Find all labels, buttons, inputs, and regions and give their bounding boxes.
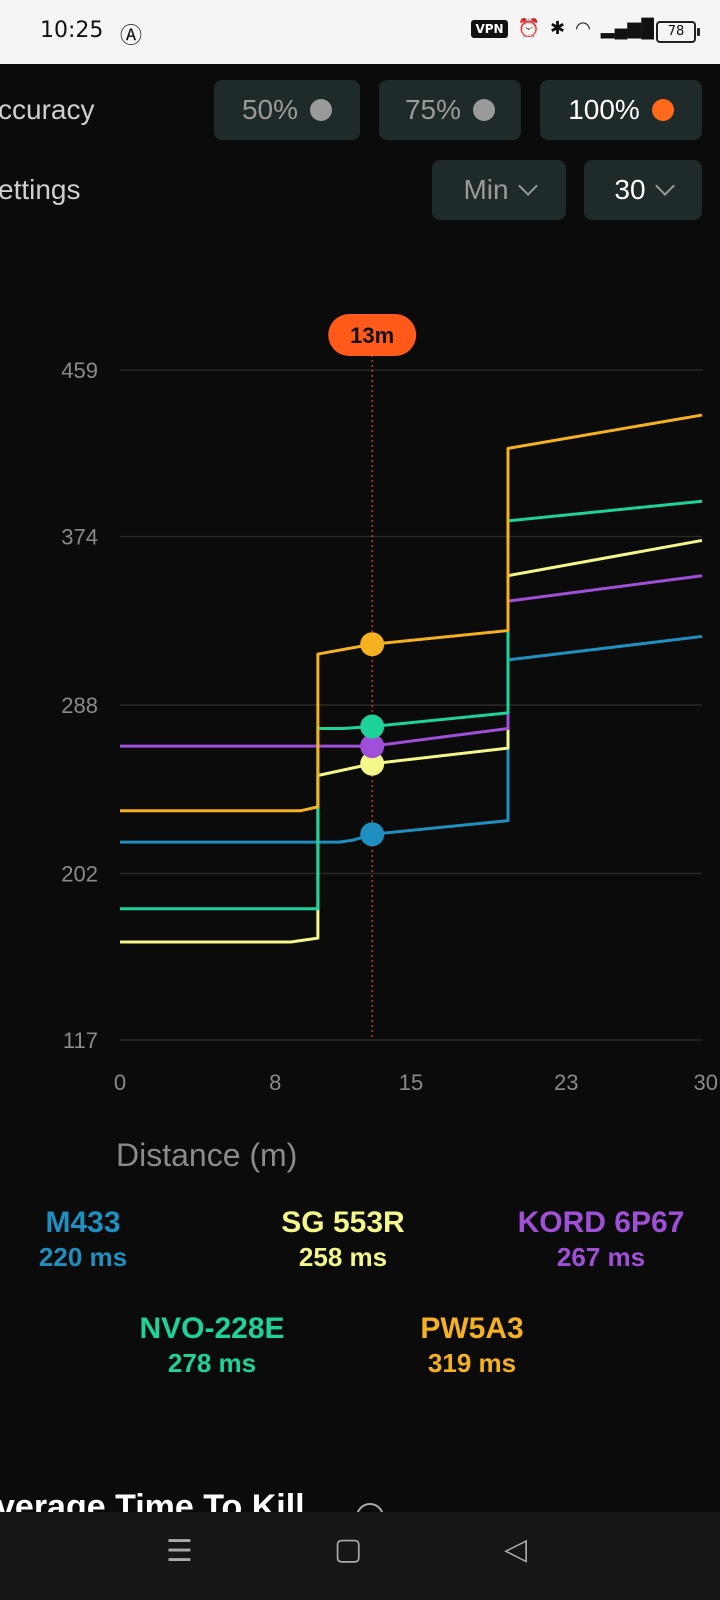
- legend-pw5a3[interactable]: PW5A3 319 ms: [390, 1312, 554, 1379]
- x-tick-label: 8: [269, 1070, 281, 1095]
- navigation-bar: ☰ ▢ ◁: [0, 1512, 720, 1600]
- wifi-icon: ◠: [575, 18, 591, 38]
- x-tick-label: 30: [694, 1070, 718, 1095]
- x-tick-label: 0: [114, 1070, 126, 1095]
- legend-name: PW5A3: [420, 1312, 524, 1345]
- legend-ttk: 319 ms: [427, 1348, 517, 1378]
- series-point-1[interactable]: [360, 751, 385, 776]
- y-tick-label: 288: [61, 693, 98, 718]
- status-icons: VPN ⏰ ✱ ◠ ▂▄▆█: [471, 18, 654, 39]
- mode-dropdown[interactable]: Min: [432, 160, 566, 220]
- y-tick-label: 459: [61, 358, 98, 383]
- legend-nvo228e[interactable]: NVO-228E 278 ms: [108, 1312, 316, 1379]
- x-tick-label: 23: [554, 1070, 578, 1095]
- battery-level: 78: [667, 24, 685, 39]
- accuracy-100-label: 100%: [568, 94, 640, 125]
- accuracy-75-button[interactable]: 75%: [379, 80, 521, 140]
- menu-icon[interactable]: ☰: [166, 1535, 193, 1568]
- legend-name: M433: [45, 1206, 121, 1239]
- signal-icon: ▂▄▆█: [600, 18, 654, 38]
- accuracy-100-button[interactable]: 100%: [540, 80, 702, 140]
- legend-ttk: 258 ms: [298, 1242, 388, 1272]
- anarchy-icon: Ⓐ: [120, 23, 143, 48]
- distance-marker-label: 13m: [350, 323, 394, 348]
- legend-name: KORD 6P67: [517, 1206, 685, 1239]
- alarm-icon: ⏰: [517, 18, 540, 38]
- bluetooth-icon: ✱: [549, 18, 566, 38]
- series-line-4[interactable]: [120, 413, 703, 813]
- series-point-4[interactable]: [360, 632, 385, 657]
- status-time: 10:25: [40, 18, 104, 43]
- legend-kord6p67[interactable]: KORD 6P67 267 ms: [496, 1206, 706, 1273]
- mode-value: Min: [463, 174, 509, 205]
- legend-name: NVO-228E: [139, 1312, 285, 1345]
- battery-icon: 78: [656, 21, 700, 43]
- settings-label: ettings: [0, 174, 81, 205]
- range-dropdown[interactable]: 30: [584, 160, 702, 220]
- chevron-down-icon: [654, 176, 675, 196]
- y-tick-label: 374: [61, 525, 98, 550]
- accuracy-label: ccuracy: [0, 94, 95, 125]
- accuracy-50-label: 50%: [241, 94, 299, 125]
- accuracy-100-dot-icon: [651, 99, 674, 121]
- range-value: 30: [614, 174, 646, 205]
- x-tick-label: 15: [399, 1070, 423, 1095]
- chevron-down-icon: [517, 176, 538, 196]
- legend-ttk: 267 ms: [556, 1242, 646, 1272]
- status-bar: 10:25 Ⓐ VPN ⏰ ✱ ◠ ▂▄▆█ 78: [0, 0, 720, 64]
- y-tick-label: 117: [63, 1028, 98, 1053]
- legend-sg553r[interactable]: SG 553R 258 ms: [258, 1206, 428, 1273]
- y-tick-label: 202: [61, 861, 98, 886]
- legend-m433[interactable]: M433 220 ms: [10, 1206, 156, 1273]
- accuracy-50-dot-icon: [310, 99, 333, 121]
- series-point-3[interactable]: [360, 714, 385, 739]
- legend-name: SG 553R: [281, 1206, 405, 1239]
- legend-ttk: 220 ms: [38, 1242, 128, 1272]
- series-point-0[interactable]: [360, 822, 385, 847]
- accuracy-50-button[interactable]: 50%: [214, 80, 360, 140]
- series-point-2[interactable]: [360, 734, 385, 759]
- x-axis-label: Distance (m): [116, 1137, 297, 1173]
- series-line-2[interactable]: [120, 574, 703, 748]
- accuracy-75-label: 75%: [404, 94, 462, 125]
- ttk-distance-chart[interactable]: 459 374 288 202 117 0 8 15 23 30 Distance (m) 13m: [0, 300, 720, 1200]
- home-icon[interactable]: ▢: [334, 1533, 363, 1566]
- distance-marker-badge[interactable]: [328, 314, 417, 356]
- accuracy-75-dot-icon: [473, 99, 496, 121]
- vpn-icon: VPN: [471, 19, 508, 38]
- back-icon[interactable]: ◁: [504, 1533, 528, 1566]
- legend-ttk: 278 ms: [167, 1348, 257, 1378]
